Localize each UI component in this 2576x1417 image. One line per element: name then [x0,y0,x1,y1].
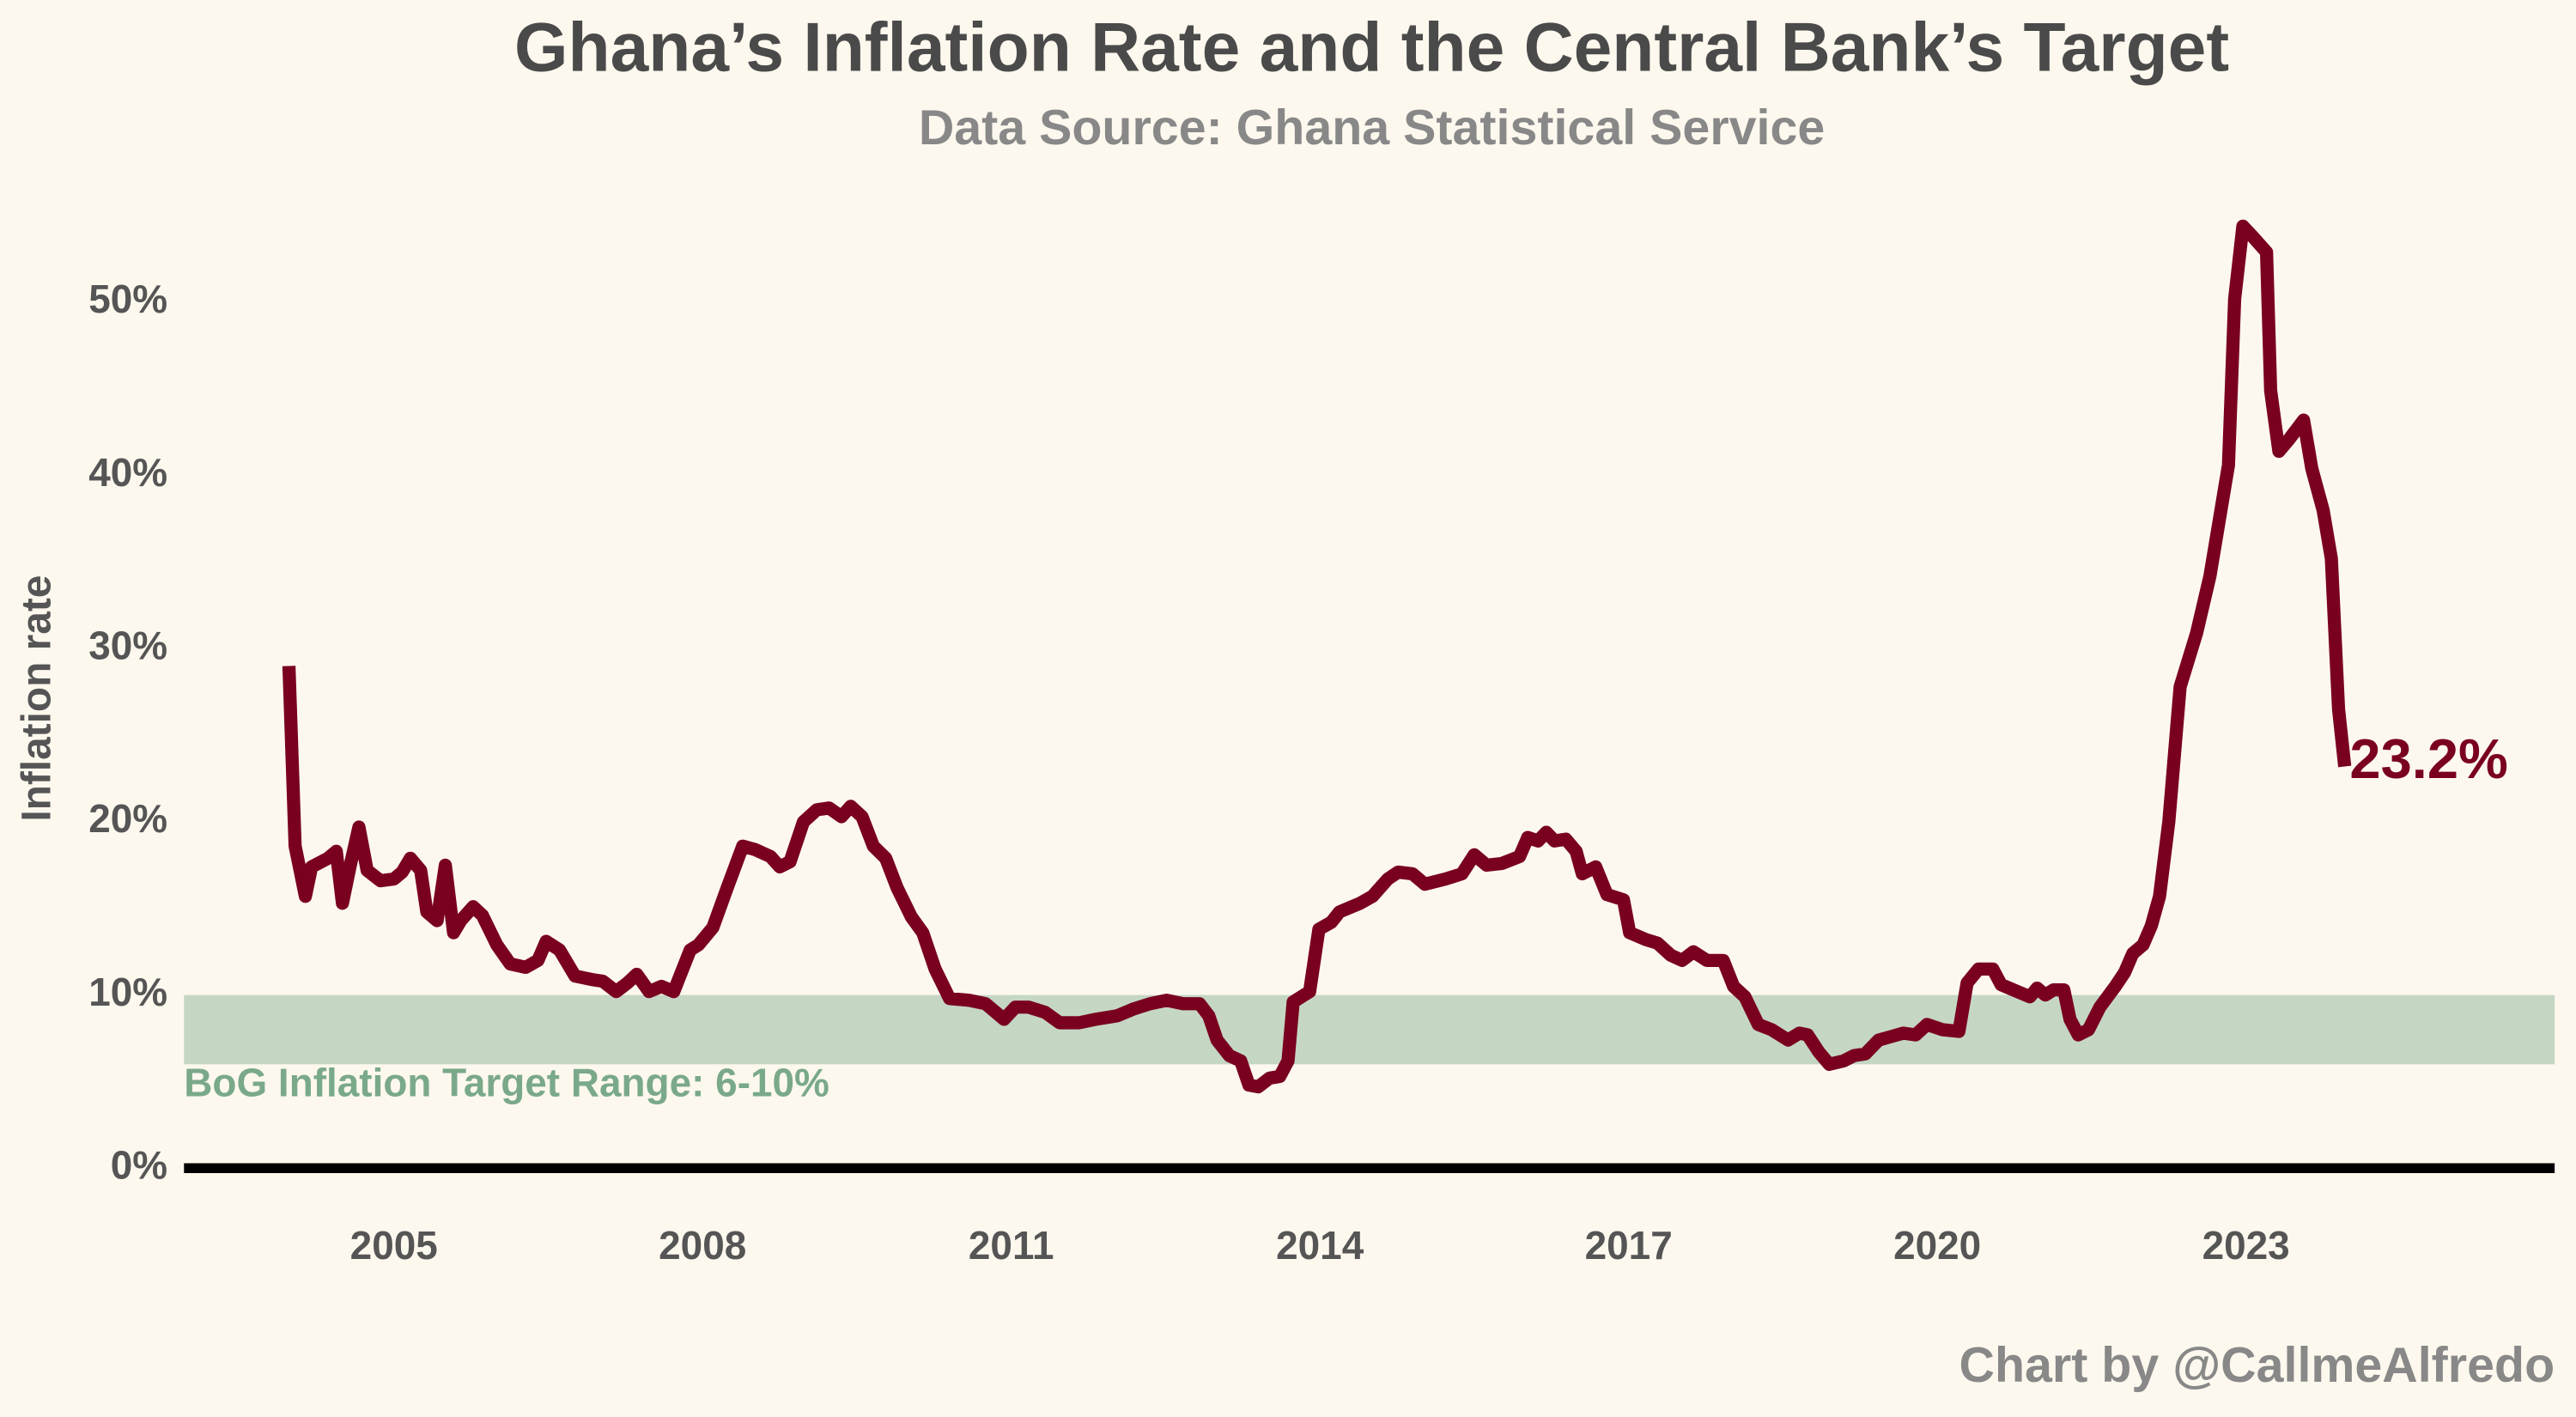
y-tick-label: 20% [88,796,167,841]
y-tick-label: 0% [111,1142,167,1187]
chart-subtitle: Data Source: Ghana Statistical Service [919,100,1826,155]
y-axis-label: Inflation rate [15,575,60,822]
y-tick-label: 30% [88,623,167,668]
y-tick-label: 40% [88,450,167,495]
end-label: 23.2% [2349,727,2507,790]
target-band [184,994,2555,1065]
x-tick-label: 2017 [1585,1223,1673,1268]
x-tick-label: 2011 [969,1223,1054,1268]
credit: Chart by @CallmeAlfredo [1959,1338,2555,1393]
target-band-label: BoG Inflation Target Range: 6-10% [184,1060,829,1104]
y-tick-label: 50% [88,277,167,321]
x-tick-label: 2008 [659,1223,746,1268]
x-tick-label: 2005 [350,1223,438,1268]
inflation-line [282,219,2352,1094]
x-tick-label: 2014 [1276,1223,1364,1268]
chart-title: Ghana’s Inflation Rate and the Central B… [514,9,2229,86]
x-tick-label: 2023 [2202,1223,2290,1268]
y-tick-label: 10% [88,970,167,1014]
x-tick-label: 2020 [1893,1223,1981,1268]
